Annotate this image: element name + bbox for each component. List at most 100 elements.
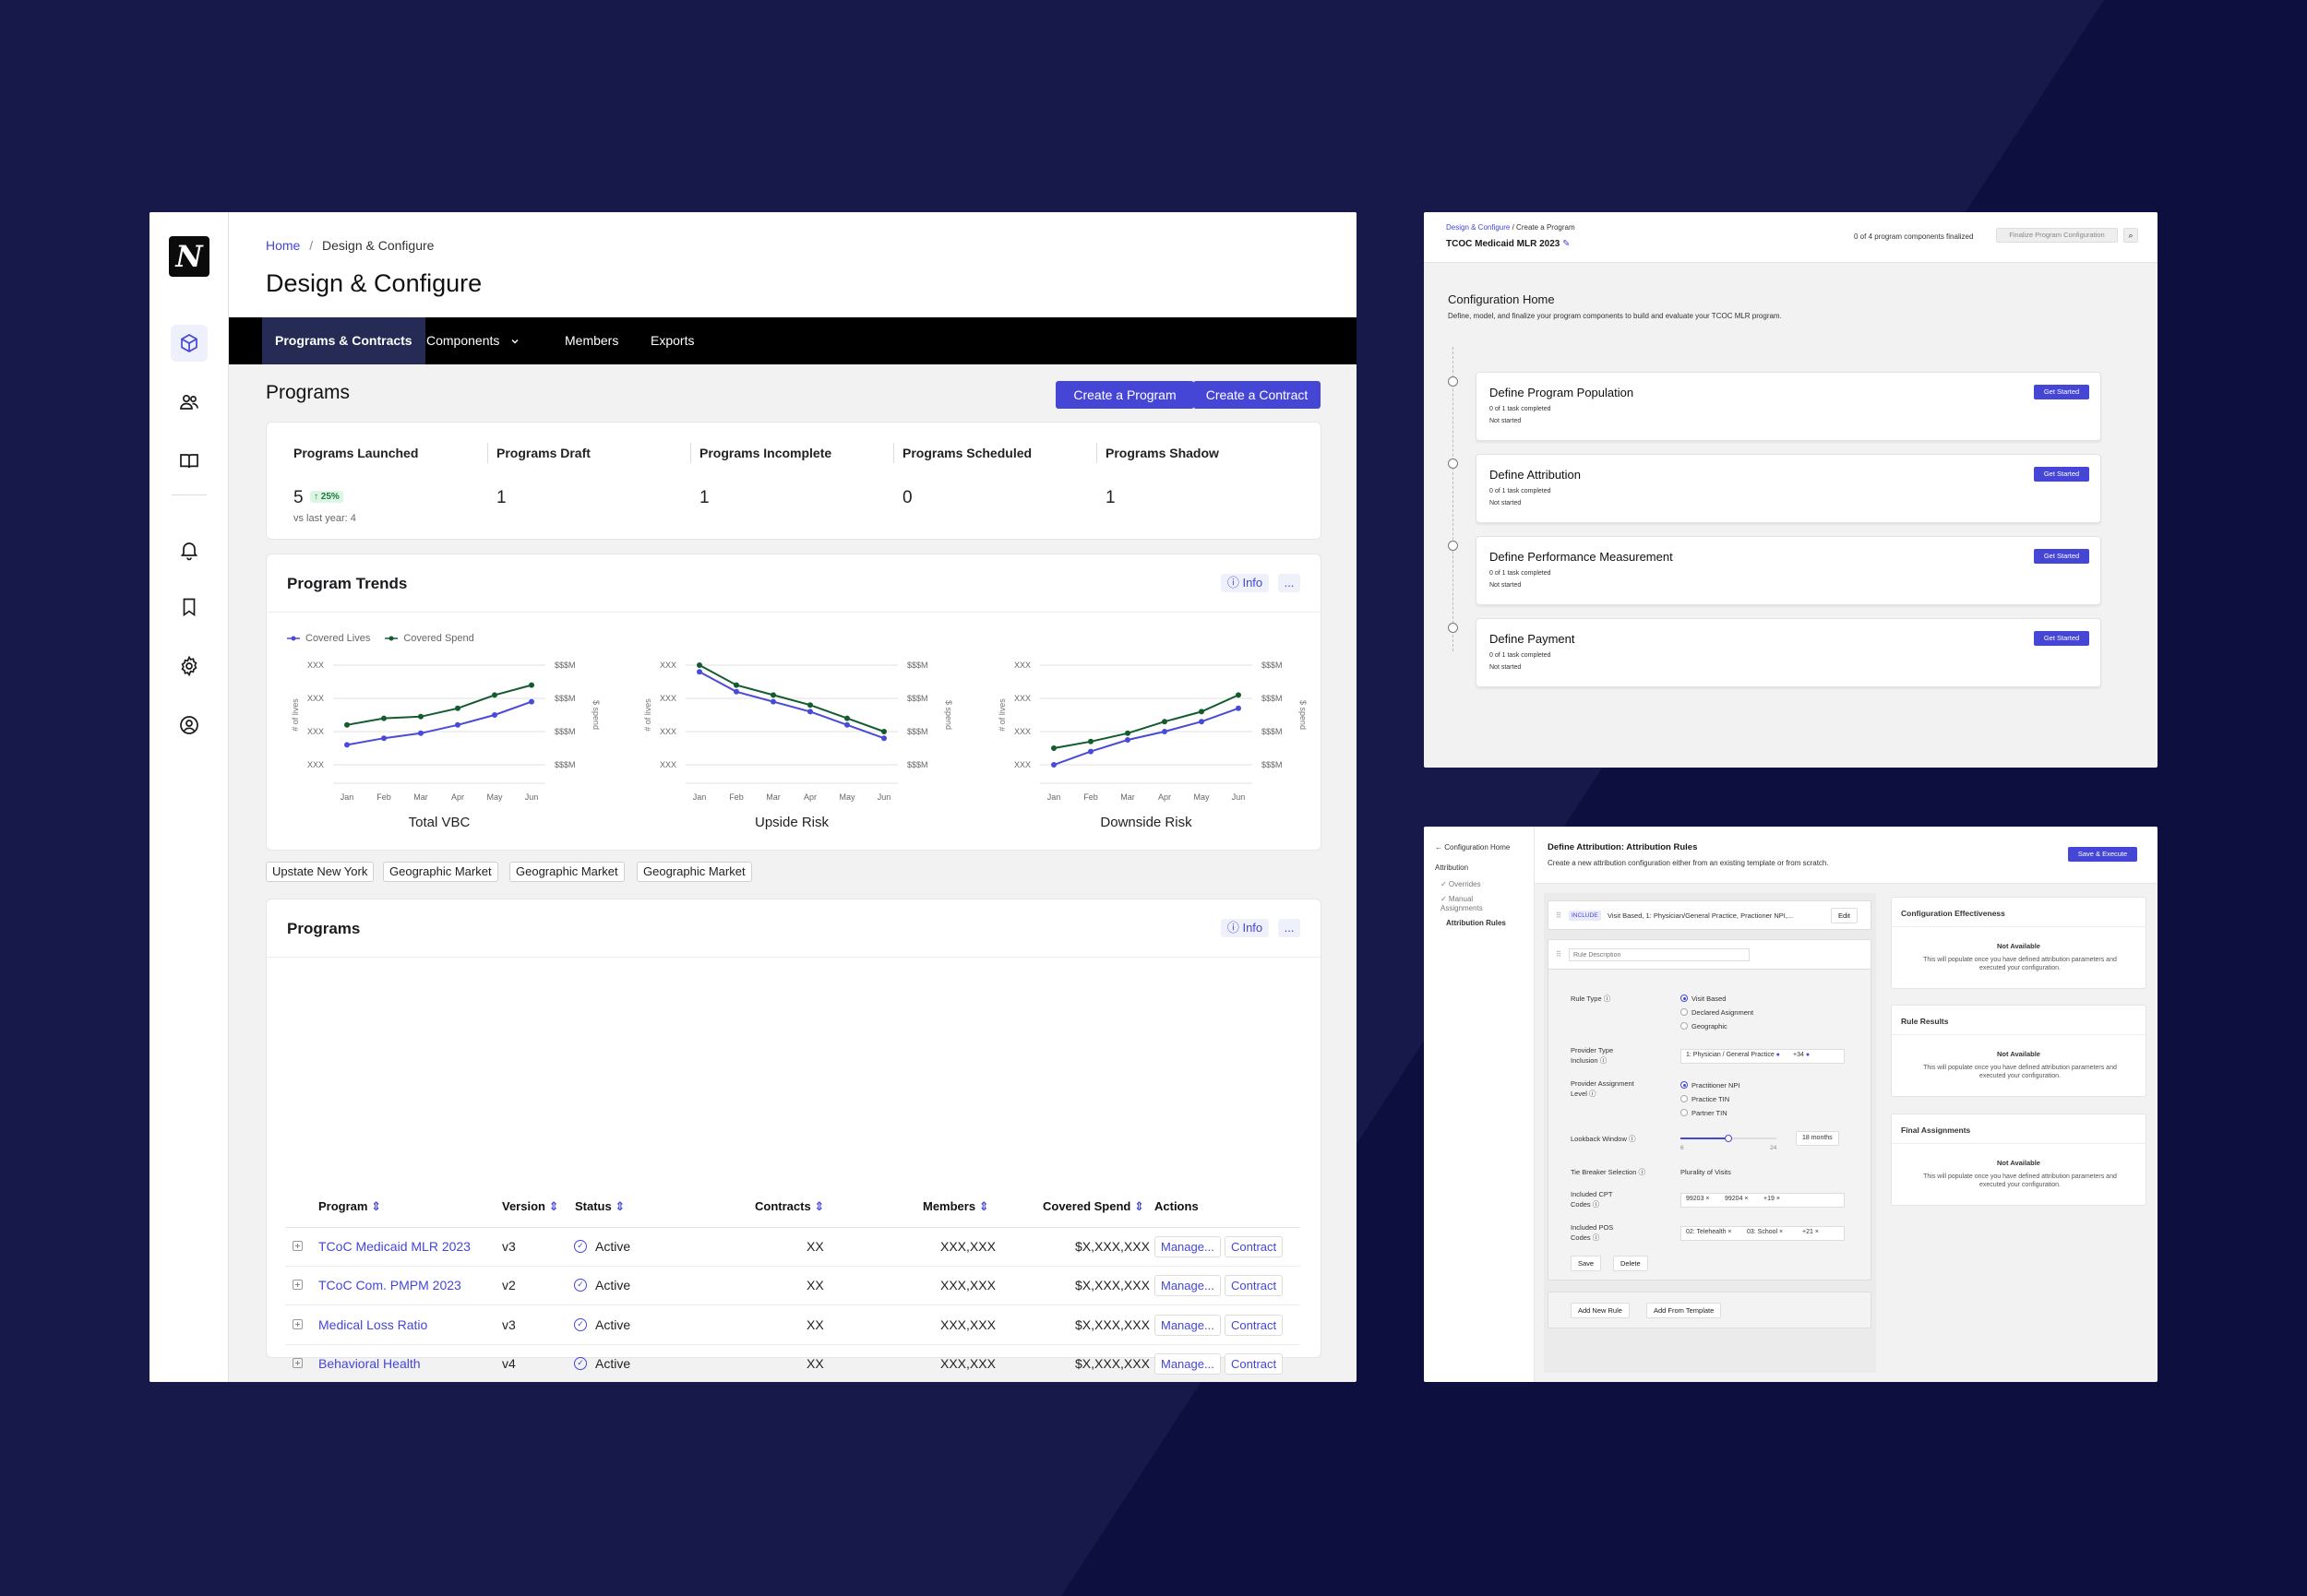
column-header[interactable]: Program ⇕ (318, 1199, 381, 1214)
rule-description-input[interactable] (1569, 948, 1750, 961)
sort-icon[interactable]: ⇕ (814, 1199, 825, 1213)
filter-chip-market[interactable]: Geographic Market (383, 862, 498, 882)
manage-button[interactable]: Manage... (1154, 1314, 1221, 1336)
add-from-template-button[interactable]: Add From Template (1646, 1303, 1722, 1318)
search-icon[interactable]: ⌕ (2123, 228, 2138, 243)
column-header[interactable]: Covered Spend ⇕ (1043, 1199, 1144, 1214)
provider-type-pill[interactable]: 1: Physician / General Practice ● (1683, 1050, 1783, 1063)
provider-type-more[interactable]: +34 ● (1790, 1050, 1813, 1063)
contract-button[interactable]: Contract (1225, 1275, 1284, 1297)
contract-button[interactable]: Contract (1225, 1352, 1284, 1375)
manage-button[interactable]: Manage... (1154, 1352, 1221, 1375)
save-execute-button[interactable]: Save & Execute (2068, 847, 2137, 862)
remove-icon[interactable]: ● (1805, 1052, 1811, 1058)
sort-icon[interactable]: ⇕ (548, 1199, 559, 1213)
radio-partner-tin[interactable] (1680, 1109, 1688, 1116)
filter-chip-market[interactable]: Geographic Market (637, 862, 752, 882)
create-contract-button[interactable]: Create a Contract (1193, 381, 1321, 409)
nav-attribution-rules[interactable]: Attribution Rules (1446, 919, 1506, 927)
delete-rule-button[interactable]: Delete (1613, 1256, 1648, 1271)
pos-pill[interactable]: 02: Telehealth × (1683, 1227, 1735, 1240)
config-step-card[interactable]: Define Performance Measurement 0 of 1 ta… (1476, 536, 2101, 605)
cpt-more[interactable]: +19 × (1761, 1194, 1783, 1207)
get-started-button[interactable]: Get Started (2034, 549, 2089, 564)
cube-icon[interactable] (171, 325, 208, 362)
config-step-card[interactable]: Define Program Population 0 of 1 task co… (1476, 372, 2101, 441)
radio-practitioner-npi[interactable] (1680, 1081, 1688, 1089)
book-icon[interactable] (171, 443, 208, 480)
create-program-button[interactable]: Create a Program (1056, 381, 1194, 409)
cpt-pill[interactable]: 99203 × (1683, 1194, 1713, 1207)
sort-icon[interactable]: ⇕ (978, 1199, 989, 1213)
config-step-card[interactable]: Define Payment 0 of 1 task completed Not… (1476, 618, 2101, 687)
tab-components[interactable]: Components (413, 317, 531, 364)
contract-button[interactable]: Contract (1225, 1314, 1284, 1336)
radio-visit-based[interactable] (1680, 995, 1688, 1002)
manage-button[interactable]: Manage... (1154, 1275, 1221, 1297)
lookback-value[interactable]: 18 months (1796, 1131, 1839, 1146)
column-header[interactable]: Actions (1154, 1199, 1199, 1213)
finalize-config-button[interactable]: Finalize Program Configuration (1996, 228, 2118, 243)
cpt-pill[interactable]: 99204 × (1722, 1194, 1751, 1207)
tab-members[interactable]: Members (565, 333, 619, 348)
filter-chip-market[interactable]: Geographic Market (509, 862, 625, 882)
drag-handle-icon[interactable]: ⠿ (1556, 911, 1561, 920)
cpt-codes-multiselect[interactable]: 99203 × 99204 × +19 × (1680, 1193, 1845, 1208)
edit-rule-button[interactable]: Edit (1831, 908, 1858, 923)
column-header[interactable]: Contracts ⇕ (755, 1199, 824, 1214)
expand-row-icon[interactable] (293, 1357, 303, 1368)
column-header[interactable]: Members ⇕ (923, 1199, 989, 1214)
pos-codes-multiselect[interactable]: 02: Telehealth × 03: School × +21 × (1680, 1226, 1845, 1241)
column-header[interactable]: Version ⇕ (502, 1199, 559, 1214)
nav-manual-assignments[interactable]: ✓ Manual Assignments (1440, 895, 1483, 912)
programs-more-button[interactable]: ... (1278, 919, 1300, 937)
pos-pill[interactable]: 03: School × (1744, 1227, 1787, 1240)
program-link[interactable]: Medical Loss Ratio (318, 1316, 428, 1332)
config-step-card[interactable]: Define Attribution 0 of 1 task completed… (1476, 454, 2101, 523)
contract-button[interactable]: Contract (1225, 1236, 1284, 1257)
user-circle-icon[interactable] (171, 707, 208, 744)
get-started-button[interactable]: Get Started (2034, 385, 2089, 399)
manage-button[interactable]: Manage... (1154, 1236, 1221, 1257)
program-link[interactable]: TCoC Com. PMPM 2023 (318, 1278, 461, 1293)
filter-chip-region[interactable]: Upstate New York (266, 862, 375, 882)
existing-rule-row[interactable]: ⠿ INCLUDE Visit Based, 1: Physician/Gene… (1548, 900, 1871, 930)
sort-icon[interactable]: ⇕ (615, 1199, 626, 1213)
programs-info-button[interactable]: ⓘ Info (1221, 919, 1269, 937)
expand-row-icon[interactable] (293, 1318, 303, 1329)
gear-icon[interactable] (171, 648, 208, 685)
radio-geographic[interactable] (1680, 1022, 1688, 1030)
lookback-slider-handle[interactable] (1725, 1135, 1732, 1142)
back-to-config-link[interactable]: ← Configuration Home (1435, 843, 1511, 852)
breadcrumb-home-link[interactable]: Home (266, 238, 301, 253)
bell-icon[interactable] (171, 531, 208, 568)
drag-handle-icon[interactable]: ⠿ (1556, 950, 1561, 959)
program-link[interactable]: Behavioral Health (318, 1355, 421, 1371)
config-crumb-link[interactable]: Design & Configure (1446, 223, 1511, 232)
radio-declared-assignment[interactable] (1680, 1008, 1688, 1016)
trends-info-button[interactable]: ⓘ Info (1221, 574, 1269, 592)
get-started-button[interactable]: Get Started (2034, 631, 2089, 646)
get-started-button[interactable]: Get Started (2034, 467, 2089, 482)
users-icon[interactable] (171, 384, 208, 421)
save-rule-button[interactable]: Save (1571, 1256, 1602, 1271)
bookmark-icon[interactable] (171, 589, 208, 625)
edit-pencil-icon[interactable]: ✎ (1562, 239, 1571, 249)
expand-row-icon[interactable] (293, 1241, 303, 1251)
trends-more-button[interactable]: ... (1278, 574, 1300, 592)
radio-practice-tin[interactable] (1680, 1095, 1688, 1102)
remove-icon[interactable]: ● (1775, 1052, 1780, 1058)
sort-icon[interactable]: ⇕ (371, 1199, 381, 1213)
expand-row-icon[interactable] (293, 1280, 303, 1291)
tab-exports[interactable]: Exports (651, 333, 695, 348)
provider-type-multiselect[interactable]: 1: Physician / General Practice ● +34 ● (1680, 1049, 1845, 1064)
nav-overrides[interactable]: ✓ Overrides (1440, 880, 1481, 888)
sort-icon[interactable]: ⇕ (1133, 1199, 1144, 1213)
column-header[interactable]: Status ⇕ (575, 1199, 625, 1214)
lookback-slider-track[interactable] (1680, 1135, 1776, 1142)
tiebreaker-value[interactable]: Plurality of Visits (1680, 1168, 1731, 1176)
program-link[interactable]: TCoC Medicaid MLR 2023 (318, 1239, 471, 1254)
add-new-rule-button[interactable]: Add New Rule (1571, 1303, 1630, 1318)
pos-more[interactable]: +21 × (1799, 1227, 1822, 1240)
app-logo[interactable]: N (169, 236, 209, 277)
